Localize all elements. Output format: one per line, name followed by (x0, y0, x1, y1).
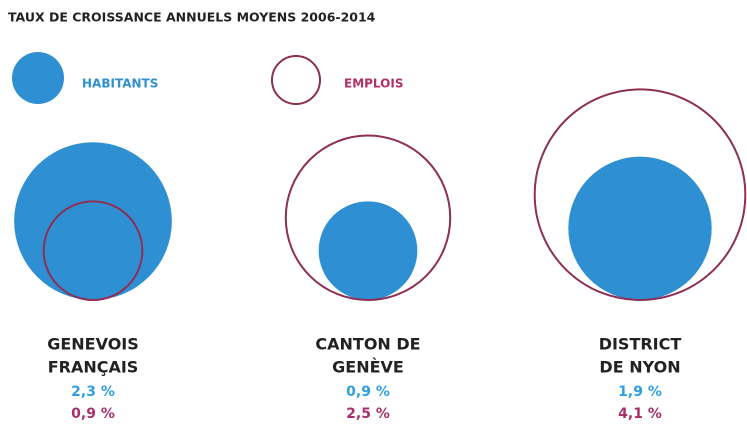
bubble-habitants (14, 142, 172, 300)
category-label: GENEVOIS (47, 335, 139, 354)
value-label: 4,1 % (618, 406, 662, 422)
bubble-habitants (568, 156, 712, 300)
value-label: 1,9 % (618, 384, 662, 400)
legend-swatch-emplois (271, 55, 321, 105)
chart-title: TAUX DE CROISSANCE ANNUELS MOYENS 2006-2… (8, 10, 376, 25)
category-label: GENÈVE (332, 358, 404, 377)
bubble-emplois (284, 134, 452, 301)
category-label: CANTON DE (315, 335, 420, 354)
value-label: 2,3 % (71, 384, 115, 400)
category-label: DISTRICT (599, 335, 682, 354)
legend-swatch-habitants (12, 52, 64, 104)
legend-label: EMPLOIS (344, 77, 403, 91)
value-label: 0,9 % (346, 384, 390, 400)
bubble-emplois (42, 200, 144, 302)
value-label: 2,5 % (346, 406, 390, 422)
category-label: FRANÇAIS (48, 358, 139, 377)
bubble-emplois (533, 88, 747, 301)
legend-label: HABITANTS (82, 77, 158, 91)
bubble-habitants (318, 201, 418, 300)
value-label: 0,9 % (71, 406, 115, 422)
category-label: DE NYON (599, 358, 680, 377)
